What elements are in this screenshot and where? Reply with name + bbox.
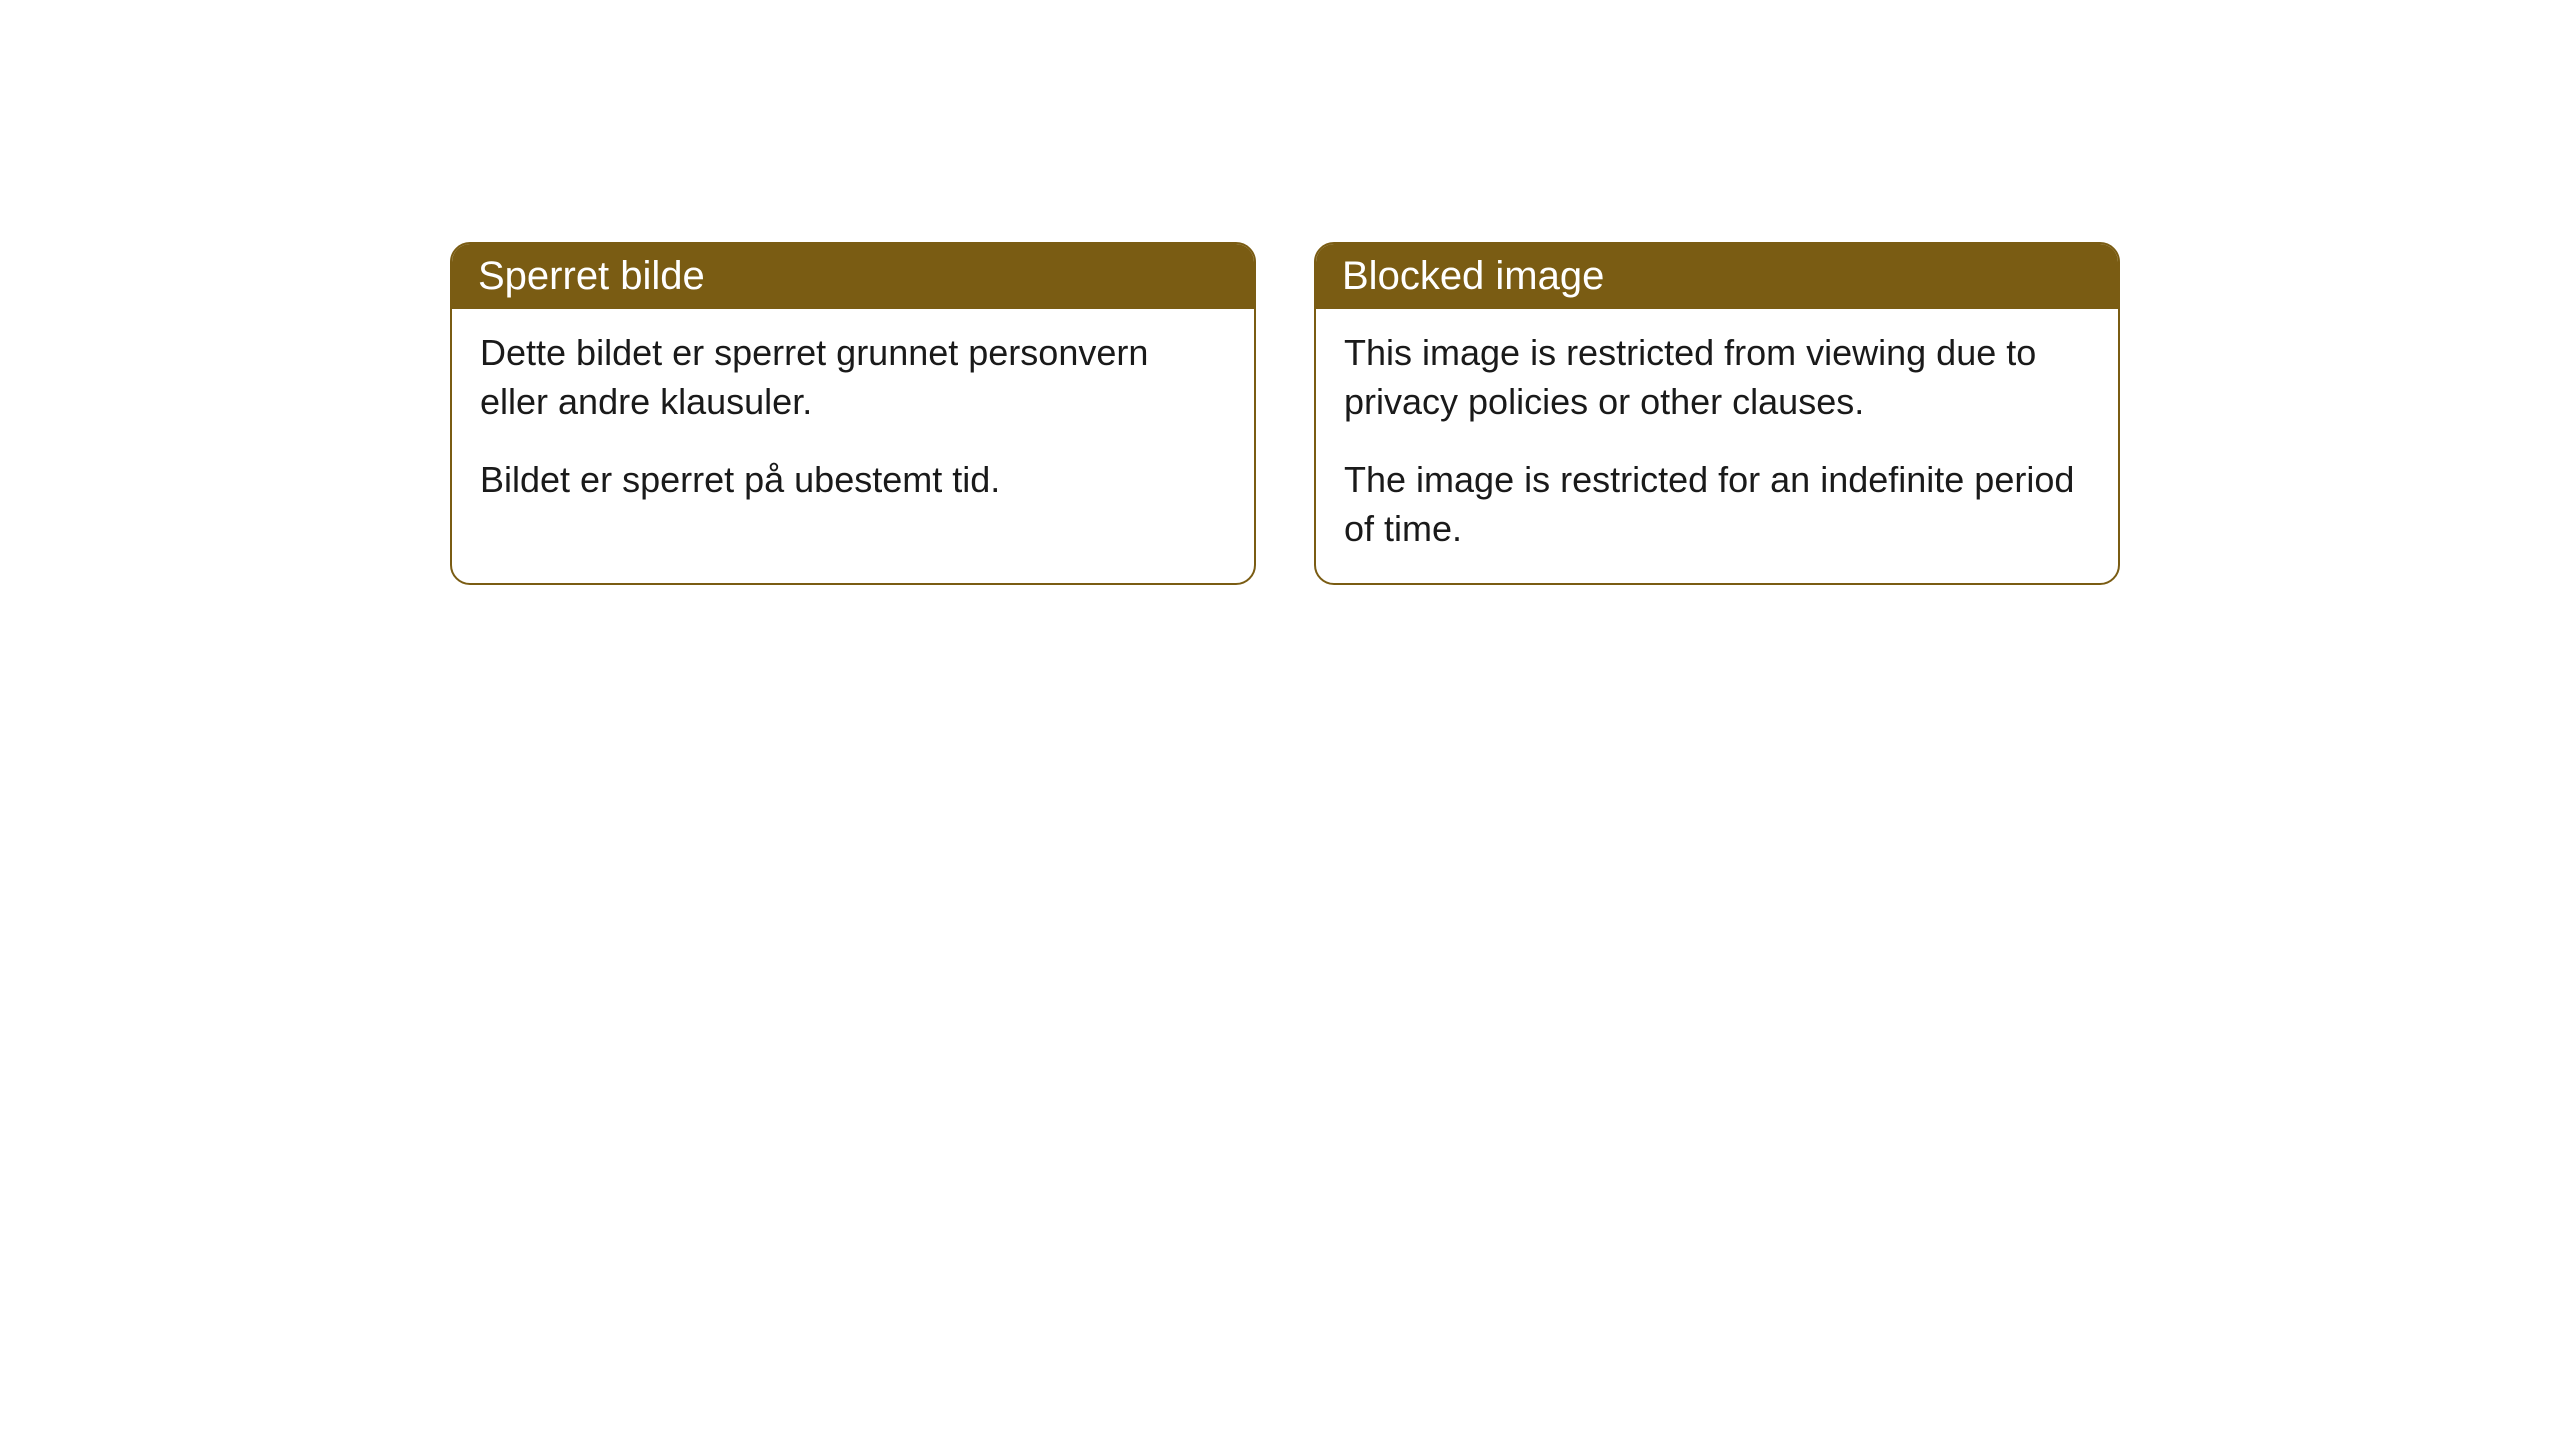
card-body-norwegian: Dette bildet er sperret grunnet personve…	[452, 309, 1254, 535]
card-title: Blocked image	[1342, 254, 1604, 298]
card-paragraph: This image is restricted from viewing du…	[1344, 329, 2090, 426]
card-paragraph: Dette bildet er sperret grunnet personve…	[480, 329, 1226, 426]
card-english: Blocked image This image is restricted f…	[1314, 242, 2120, 585]
card-paragraph: Bildet er sperret på ubestemt tid.	[480, 456, 1226, 505]
card-header-norwegian: Sperret bilde	[452, 244, 1254, 309]
card-norwegian: Sperret bilde Dette bildet er sperret gr…	[450, 242, 1256, 585]
card-title: Sperret bilde	[478, 254, 705, 298]
card-body-english: This image is restricted from viewing du…	[1316, 309, 2118, 583]
cards-container: Sperret bilde Dette bildet er sperret gr…	[0, 0, 2560, 585]
card-paragraph: The image is restricted for an indefinit…	[1344, 456, 2090, 553]
card-header-english: Blocked image	[1316, 244, 2118, 309]
